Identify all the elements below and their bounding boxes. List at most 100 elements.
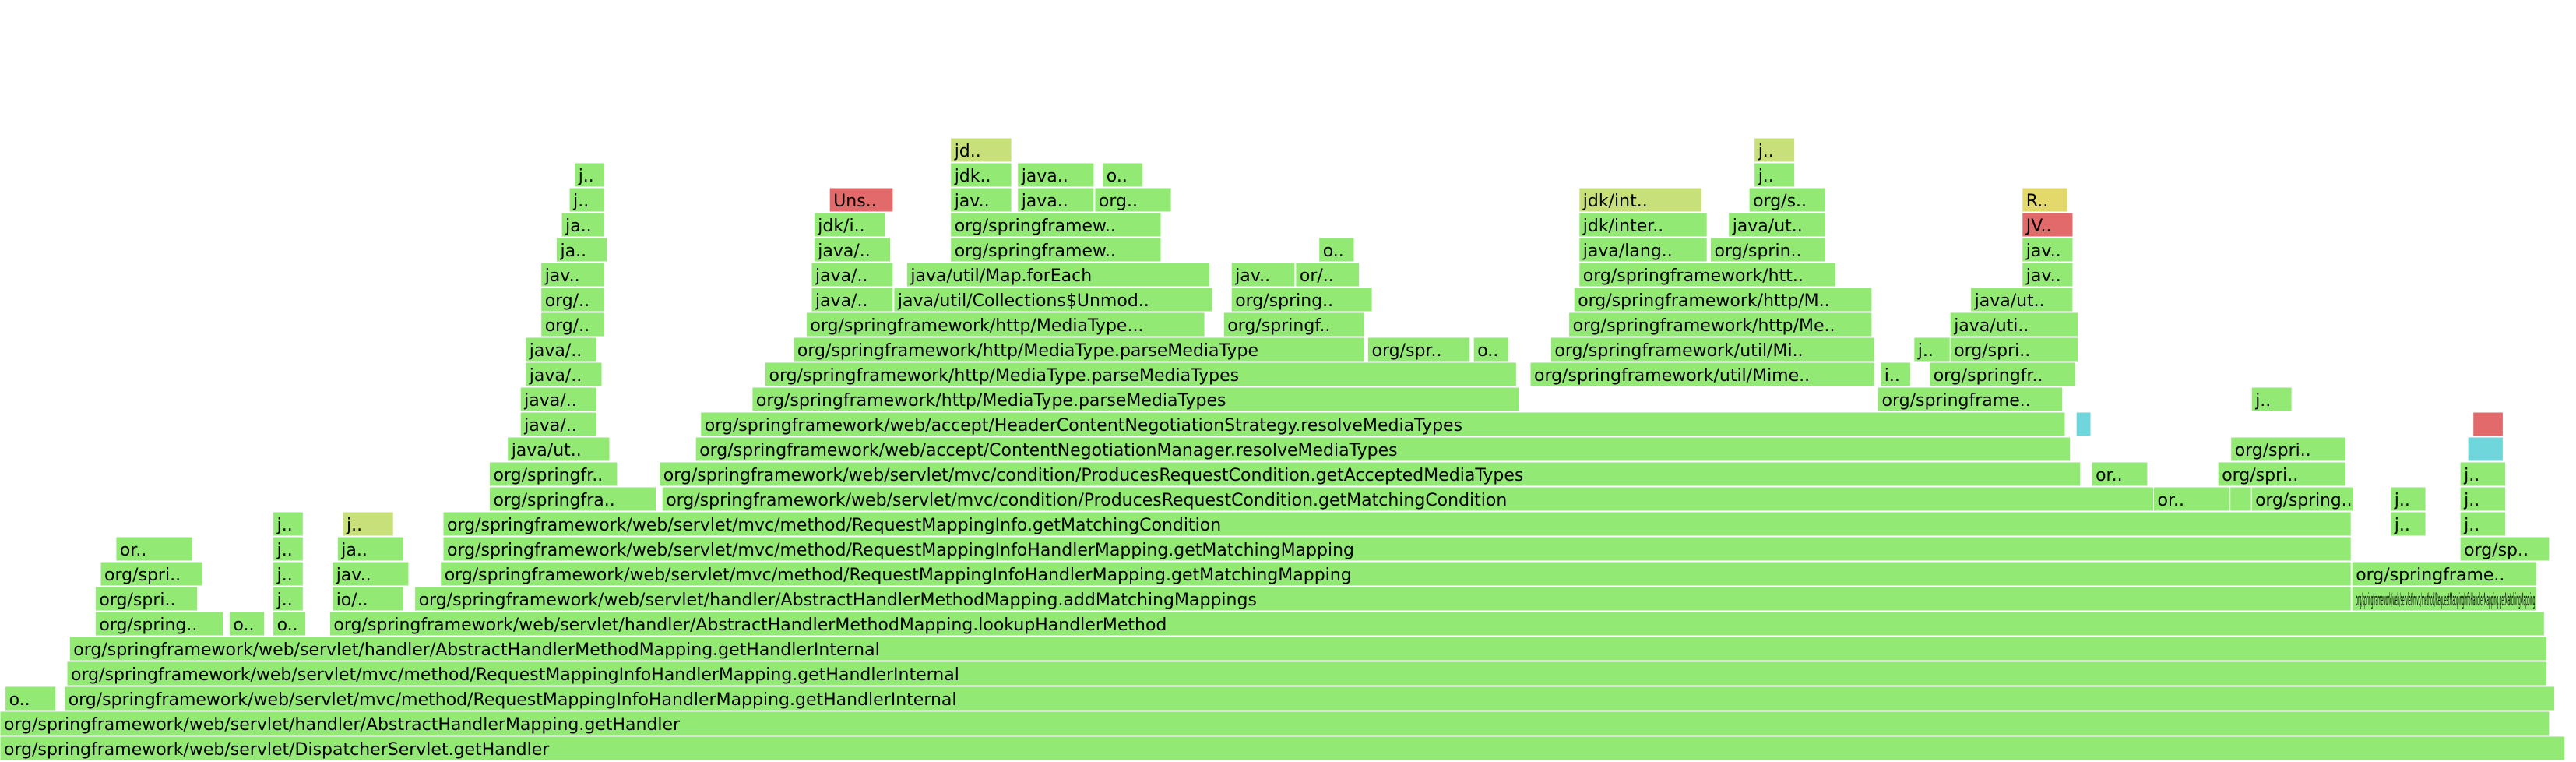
frame-19[interactable]: org/springframe.. [2351, 561, 2537, 587]
frame-bar[interactable] [829, 187, 894, 213]
frame-7[interactable]: o.. [228, 611, 266, 637]
frame-43[interactable]: org/spri.. [2230, 436, 2347, 462]
frame-bar[interactable] [66, 661, 2548, 686]
frame-58[interactable]: java/.. [525, 337, 597, 362]
frame-bar[interactable] [1754, 162, 1796, 188]
frame-bar[interactable] [329, 611, 2545, 637]
frame-6[interactable]: org/spring.. [94, 611, 224, 637]
frame-14[interactable]: org/springframework/web/servlet/mvc/meth… [2351, 586, 2537, 612]
frame-bar[interactable] [0, 736, 2566, 761]
frame-82[interactable]: jav.. [2022, 262, 2074, 288]
frame-bar[interactable] [1295, 262, 1360, 288]
frame-41[interactable]: java/ut.. [507, 436, 611, 462]
frame-bar[interactable] [414, 586, 2352, 612]
frame-47[interactable] [2075, 411, 2092, 437]
frame-bar[interactable] [2250, 386, 2293, 412]
frame-28[interactable]: j.. [2390, 511, 2426, 537]
frame-33[interactable]: org/spring.. [2250, 486, 2354, 512]
frame-bar[interactable] [540, 287, 605, 312]
frame-bar[interactable] [765, 362, 1517, 387]
frame-bar[interactable] [2153, 486, 2231, 512]
frame-bar[interactable] [950, 237, 1162, 263]
frame-34[interactable]: j.. [2390, 486, 2426, 512]
frame-23[interactable]: org/springframework/web/servlet/mvc/meth… [442, 536, 2352, 562]
frame-40[interactable]: j.. [2459, 461, 2507, 487]
frame-bar[interactable] [1877, 386, 2064, 412]
frame-bar[interactable] [2459, 461, 2507, 487]
frame-0[interactable]: org/springframework/web/servlet/Dispatch… [0, 736, 2566, 761]
frame-bar[interactable] [489, 461, 618, 487]
frame-bar[interactable] [1578, 262, 1837, 288]
frame-72[interactable]: java/util/Collections$Unmod.. [893, 287, 1213, 312]
frame-bar[interactable] [751, 386, 1520, 412]
frame-21[interactable]: j.. [273, 536, 304, 562]
frame-bar[interactable] [1223, 312, 1365, 337]
frame-76[interactable]: jav.. [540, 262, 605, 288]
frame-102[interactable]: org/s.. [1748, 187, 1826, 213]
frame-bar[interactable] [2459, 511, 2507, 537]
frame-bar[interactable] [1568, 312, 1873, 337]
frame-22[interactable]: ja.. [336, 536, 404, 562]
frame-80[interactable]: or/.. [1295, 262, 1360, 288]
frame-bar[interactable] [1578, 237, 1708, 263]
frame-37[interactable]: org/springframework/web/servlet/mvc/cond… [659, 461, 2082, 487]
frame-35[interactable]: j.. [2459, 486, 2507, 512]
frame-bar[interactable] [1102, 162, 1144, 188]
frame-3[interactable]: org/springframework/web/servlet/mvc/meth… [64, 686, 2556, 711]
frame-98[interactable]: jav.. [950, 187, 1012, 213]
frame-bar[interactable] [1550, 337, 1875, 362]
frame-bar[interactable] [273, 561, 304, 587]
frame-bar[interactable] [1318, 237, 1355, 263]
frame-bar[interactable] [1017, 162, 1095, 188]
frame-bar[interactable] [950, 212, 1162, 238]
frame-bar[interactable] [1473, 337, 1509, 362]
frame-bar[interactable] [1949, 312, 2079, 337]
frame-9[interactable]: org/springframework/web/servlet/handler/… [329, 611, 2545, 637]
frame-bar[interactable] [336, 536, 404, 562]
frame-bar[interactable] [2250, 486, 2354, 512]
frame-110[interactable]: j.. [1754, 137, 1796, 163]
frame-48[interactable] [2472, 411, 2504, 437]
frame-106[interactable]: java.. [1017, 162, 1095, 188]
frame-45[interactable]: java/.. [519, 411, 597, 437]
frame-bar[interactable] [519, 411, 597, 437]
frame-bar[interactable] [950, 162, 1012, 188]
frame-bar[interactable] [1578, 212, 1708, 238]
frame-66[interactable]: org/springframework/http/MediaType... [805, 312, 1205, 337]
frame-bar[interactable] [525, 362, 603, 387]
frame-107[interactable]: o.. [1102, 162, 1144, 188]
frame-81[interactable]: org/springframework/htt.. [1578, 262, 1837, 288]
frame-16[interactable]: j.. [273, 561, 304, 587]
frame-bar[interactable] [1529, 362, 1875, 387]
frame-bar[interactable] [1578, 187, 1703, 213]
frame-bar[interactable] [5, 686, 57, 711]
frame-61[interactable]: o.. [1473, 337, 1509, 362]
frame-bar[interactable] [661, 486, 2349, 512]
frame-bar[interactable] [950, 187, 1012, 213]
frame-85[interactable]: org/springframew.. [950, 237, 1162, 263]
frame-bar[interactable] [2459, 486, 2507, 512]
frame-71[interactable]: java/.. [811, 287, 894, 312]
frame-bar[interactable] [556, 237, 608, 263]
frame-bar[interactable] [115, 536, 193, 562]
frame-bar[interactable] [950, 137, 1012, 163]
frame-109[interactable]: jd.. [950, 137, 1012, 163]
frame-30[interactable]: org/springfra.. [489, 486, 656, 512]
frame-bar[interactable] [507, 436, 611, 462]
frame-bar[interactable] [1728, 212, 1826, 238]
frame-bar[interactable] [1880, 362, 1912, 387]
frame-89[interactable]: jav.. [2022, 237, 2074, 263]
frame-bar[interactable] [332, 586, 404, 612]
frame-bar[interactable] [793, 337, 1365, 362]
frame-73[interactable]: org/spring.. [1230, 287, 1373, 312]
frame-53[interactable]: java/.. [525, 362, 603, 387]
frame-56[interactable]: i.. [1880, 362, 1912, 387]
frame-25[interactable]: j.. [273, 511, 304, 537]
frame-84[interactable]: java/.. [813, 237, 892, 263]
frame-104[interactable]: j.. [574, 162, 605, 188]
frame-bar[interactable] [489, 486, 656, 512]
frame-bar[interactable] [1710, 237, 1826, 263]
frame-bar[interactable] [2217, 461, 2347, 487]
frame-bar[interactable] [1970, 287, 2074, 312]
frame-5[interactable]: org/springframework/web/servlet/handler/… [69, 636, 2548, 661]
